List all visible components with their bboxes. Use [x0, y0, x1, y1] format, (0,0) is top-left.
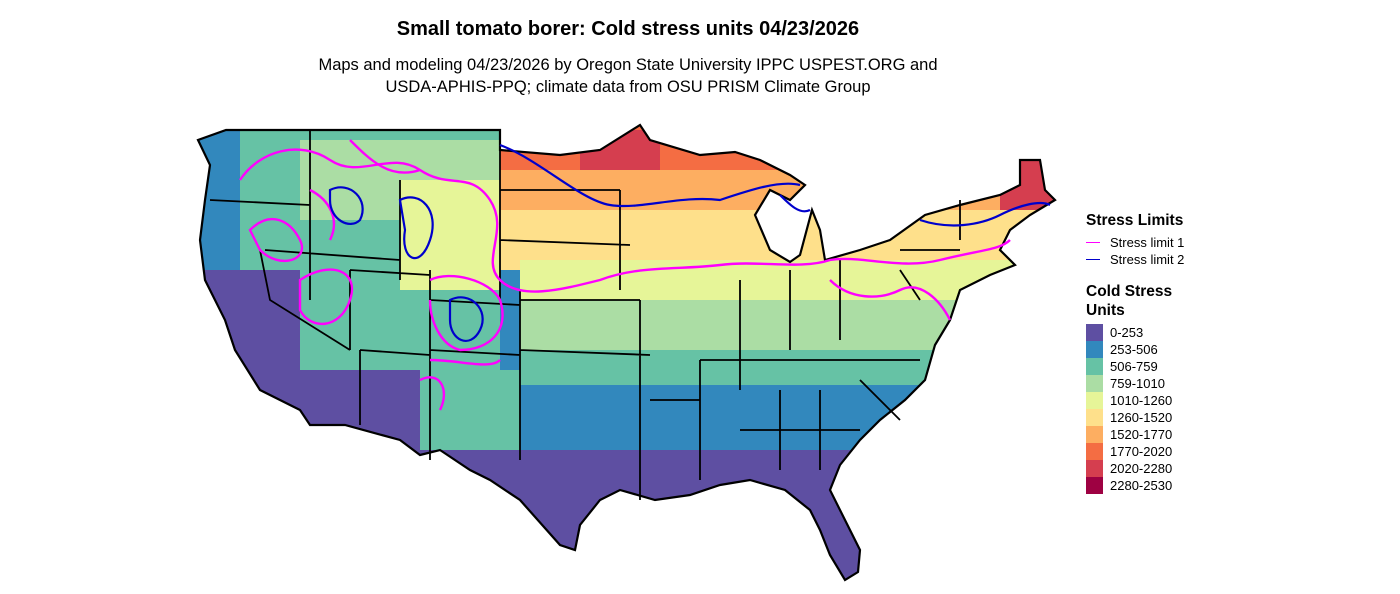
bin-swatch	[1086, 409, 1103, 426]
bin-swatch	[1086, 341, 1103, 358]
legend-item-bin: 1260-1520	[1086, 409, 1386, 426]
state-boundaries	[209, 130, 961, 500]
bin-label: 759-1010	[1110, 376, 1165, 391]
legend-item-bin: 1010-1260	[1086, 392, 1386, 409]
legend-item-bin: 506-759	[1086, 358, 1386, 375]
legend-item-stress-limit-2: Stress limit 2	[1086, 251, 1386, 268]
subtitle-line-1: Maps and modeling 04/23/2026 by Oregon S…	[318, 56, 938, 74]
cold-stress-fill	[198, 125, 1055, 580]
bin-label: 1010-1260	[1110, 393, 1173, 408]
bin-label: 253-506	[1110, 342, 1158, 357]
bin-label: 506-759	[1110, 359, 1158, 374]
stress-limit-1-swatch	[1086, 242, 1100, 243]
subtitle-line-2: USDA-APHIS-PPQ; climate data from OSU PR…	[385, 78, 871, 96]
stress-limits-legend: Stress limit 1 Stress limit 2	[1086, 234, 1386, 268]
stress-limits-legend-title: Stress Limits	[1086, 212, 1184, 229]
cold-stress-legend-title: Cold Stress Units	[1086, 283, 1173, 319]
bin-swatch	[1086, 392, 1103, 409]
bin-swatch	[1086, 324, 1103, 341]
bin-swatch	[1086, 460, 1103, 477]
legend-item-bin: 253-506	[1086, 341, 1386, 358]
cold-stress-legend: 0-253 253-506 506-759 759-1010 1010-1260 1260…	[1086, 324, 1386, 494]
legend-item-bin: 759-1010	[1086, 375, 1386, 392]
map-legend: Stress Limits Stress limit 1 Stress limi…	[1086, 211, 1386, 494]
bin-swatch	[1086, 443, 1103, 460]
map-title: Small tomato borer: Cold stress units 04…	[396, 18, 860, 40]
stress-limit-2-contours	[328, 143, 1051, 342]
bin-label: 0-253	[1110, 325, 1144, 340]
bin-label: 1770-2020	[1110, 444, 1173, 459]
bin-label: 2280-2530	[1110, 478, 1173, 493]
bin-swatch	[1086, 358, 1103, 375]
legend-item-stress-limit-1: Stress limit 1	[1086, 234, 1386, 251]
stress-limit-1-contours	[239, 139, 1011, 411]
bin-swatch	[1086, 426, 1103, 443]
stress-limit-2-label: Stress limit 2	[1110, 252, 1185, 267]
legend-item-bin: 2280-2530	[1086, 477, 1386, 494]
bin-swatch	[1086, 477, 1103, 494]
bin-label: 1520-1770	[1110, 427, 1173, 442]
us-cold-stress-map	[196, 123, 1057, 582]
legend-item-bin: 2020-2280	[1086, 460, 1386, 477]
bin-label: 2020-2280	[1110, 461, 1173, 476]
bin-label: 1260-1520	[1110, 410, 1173, 425]
legend-item-bin: 1520-1770	[1086, 426, 1386, 443]
legend-item-bin: 1770-2020	[1086, 443, 1386, 460]
map-subtitle: Maps and modeling 04/23/2026 by Oregon S…	[0, 54, 1256, 98]
stress-limit-2-swatch	[1086, 259, 1100, 260]
bin-swatch	[1086, 375, 1103, 392]
stress-limit-1-label: Stress limit 1	[1110, 235, 1185, 250]
legend-item-bin: 0-253	[1086, 324, 1386, 341]
